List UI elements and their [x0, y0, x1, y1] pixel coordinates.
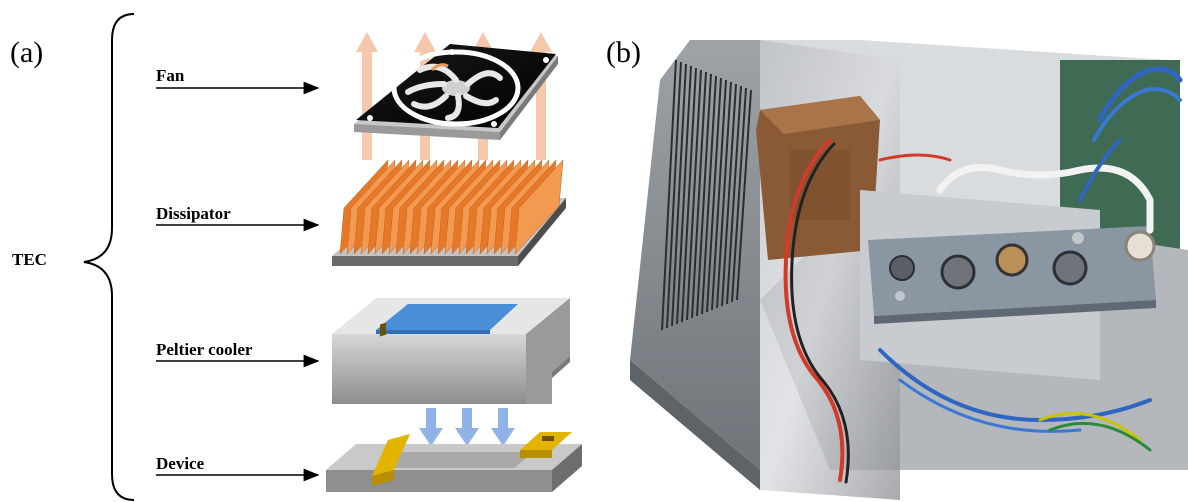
vent-slot	[681, 67, 697, 323]
fan-label: Fan	[156, 66, 185, 85]
panel-a-label: (a)	[10, 36, 44, 69]
connector-plate	[868, 226, 1156, 324]
vent-slot	[731, 87, 747, 303]
vent-slot	[666, 61, 682, 329]
device-icon	[326, 322, 582, 492]
peltier-cooler-icon	[332, 298, 570, 404]
heat-sink-fin	[514, 159, 564, 255]
peltier-cooler-label: Peltier cooler	[156, 340, 253, 359]
vent-slot	[661, 59, 677, 331]
cooling-arrows	[419, 408, 515, 446]
tec-brace	[83, 13, 135, 501]
vent-slot	[706, 77, 722, 313]
dissipator-label: Dissipator	[156, 204, 231, 223]
wiring	[783, 66, 1183, 484]
vent-slots	[661, 59, 752, 331]
vent-slot	[671, 63, 687, 327]
vent-slot	[711, 79, 727, 311]
vent-slot	[721, 83, 737, 307]
vent-slot	[686, 69, 702, 321]
heat-sink-fins	[339, 159, 564, 255]
device-label: Device	[156, 454, 205, 473]
tec-group-label: TEC	[12, 250, 47, 269]
dissipator-icon	[332, 159, 566, 266]
vent-slot	[691, 71, 707, 319]
fan-icon	[354, 44, 558, 140]
enclosure-photo	[630, 40, 1188, 500]
vent-slot	[716, 81, 732, 309]
panel-b-label: (b)	[606, 36, 641, 69]
vent-slot	[676, 65, 692, 325]
vent-slot	[701, 75, 717, 315]
vent-slot	[736, 89, 752, 301]
vent-slot	[696, 73, 712, 317]
vent-slot	[726, 85, 742, 305]
